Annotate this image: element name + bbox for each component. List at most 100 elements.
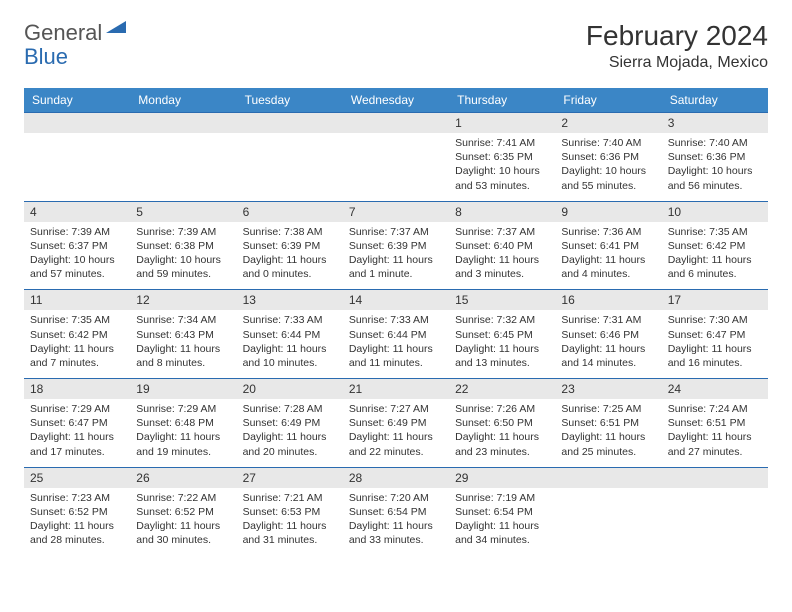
sunrise-line: Sunrise: 7:22 AM <box>136 491 230 505</box>
day-cell: Sunrise: 7:23 AMSunset: 6:52 PMDaylight:… <box>24 488 130 556</box>
sunset-line: Sunset: 6:36 PM <box>561 150 655 164</box>
sunset-line: Sunset: 6:41 PM <box>561 239 655 253</box>
daylight-line: Daylight: 11 hours and 28 minutes. <box>30 519 124 547</box>
sunset-line: Sunset: 6:47 PM <box>668 328 762 342</box>
sunrise-line: Sunrise: 7:30 AM <box>668 313 762 327</box>
day-number: 11 <box>24 290 130 311</box>
day-cell: Sunrise: 7:34 AMSunset: 6:43 PMDaylight:… <box>130 310 236 378</box>
calendar-table: SundayMondayTuesdayWednesdayThursdayFrid… <box>24 88 768 555</box>
day-cell: Sunrise: 7:40 AMSunset: 6:36 PMDaylight:… <box>555 133 661 201</box>
daynum-row: 11121314151617 <box>24 290 768 311</box>
sunrise-line: Sunrise: 7:29 AM <box>136 402 230 416</box>
sunrise-line: Sunrise: 7:37 AM <box>455 225 549 239</box>
daylight-line: Daylight: 11 hours and 23 minutes. <box>455 430 549 458</box>
content-row: Sunrise: 7:35 AMSunset: 6:42 PMDaylight:… <box>24 310 768 378</box>
location: Sierra Mojada, Mexico <box>586 54 768 72</box>
daylight-line: Daylight: 11 hours and 4 minutes. <box>561 253 655 281</box>
day-header: Saturday <box>662 88 768 113</box>
day-cell: Sunrise: 7:39 AMSunset: 6:37 PMDaylight:… <box>24 222 130 290</box>
day-cell: Sunrise: 7:27 AMSunset: 6:49 PMDaylight:… <box>343 399 449 467</box>
day-number: 29 <box>449 467 555 488</box>
day-cell: Sunrise: 7:20 AMSunset: 6:54 PMDaylight:… <box>343 488 449 556</box>
sunset-line: Sunset: 6:50 PM <box>455 416 549 430</box>
sunset-line: Sunset: 6:54 PM <box>455 505 549 519</box>
day-number: 7 <box>343 201 449 222</box>
day-header: Tuesday <box>237 88 343 113</box>
day-number: 24 <box>662 379 768 400</box>
sunset-line: Sunset: 6:51 PM <box>668 416 762 430</box>
day-cell: Sunrise: 7:24 AMSunset: 6:51 PMDaylight:… <box>662 399 768 467</box>
day-number: 25 <box>24 467 130 488</box>
sunrise-line: Sunrise: 7:39 AM <box>136 225 230 239</box>
daylight-line: Daylight: 11 hours and 34 minutes. <box>455 519 549 547</box>
sunset-line: Sunset: 6:52 PM <box>136 505 230 519</box>
sunset-line: Sunset: 6:49 PM <box>243 416 337 430</box>
day-cell: Sunrise: 7:35 AMSunset: 6:42 PMDaylight:… <box>24 310 130 378</box>
daylight-line: Daylight: 10 hours and 59 minutes. <box>136 253 230 281</box>
day-number: 17 <box>662 290 768 311</box>
day-cell: Sunrise: 7:41 AMSunset: 6:35 PMDaylight:… <box>449 133 555 201</box>
sunrise-line: Sunrise: 7:36 AM <box>561 225 655 239</box>
sunrise-line: Sunrise: 7:35 AM <box>668 225 762 239</box>
day-number <box>237 113 343 134</box>
daylight-line: Daylight: 11 hours and 33 minutes. <box>349 519 443 547</box>
day-number: 14 <box>343 290 449 311</box>
sunset-line: Sunset: 6:44 PM <box>243 328 337 342</box>
sunset-line: Sunset: 6:47 PM <box>30 416 124 430</box>
day-cell <box>555 488 661 556</box>
day-number: 23 <box>555 379 661 400</box>
daylight-line: Daylight: 11 hours and 13 minutes. <box>455 342 549 370</box>
sunset-line: Sunset: 6:51 PM <box>561 416 655 430</box>
daylight-line: Daylight: 10 hours and 56 minutes. <box>668 164 762 192</box>
logo: General <box>24 20 130 46</box>
logo-blue-wrap: Blue <box>24 44 68 70</box>
day-cell: Sunrise: 7:26 AMSunset: 6:50 PMDaylight:… <box>449 399 555 467</box>
sunrise-line: Sunrise: 7:31 AM <box>561 313 655 327</box>
daylight-line: Daylight: 11 hours and 1 minute. <box>349 253 443 281</box>
day-cell: Sunrise: 7:35 AMSunset: 6:42 PMDaylight:… <box>662 222 768 290</box>
sunset-line: Sunset: 6:38 PM <box>136 239 230 253</box>
sunset-line: Sunset: 6:40 PM <box>455 239 549 253</box>
header: General February 2024 Sierra Mojada, Mex… <box>24 20 768 72</box>
day-header: Sunday <box>24 88 130 113</box>
daylight-line: Daylight: 11 hours and 30 minutes. <box>136 519 230 547</box>
day-cell: Sunrise: 7:32 AMSunset: 6:45 PMDaylight:… <box>449 310 555 378</box>
daylight-line: Daylight: 11 hours and 10 minutes. <box>243 342 337 370</box>
daylight-line: Daylight: 11 hours and 19 minutes. <box>136 430 230 458</box>
sunrise-line: Sunrise: 7:34 AM <box>136 313 230 327</box>
day-cell: Sunrise: 7:21 AMSunset: 6:53 PMDaylight:… <box>237 488 343 556</box>
day-number <box>343 113 449 134</box>
sunrise-line: Sunrise: 7:37 AM <box>349 225 443 239</box>
day-cell <box>343 133 449 201</box>
content-row: Sunrise: 7:23 AMSunset: 6:52 PMDaylight:… <box>24 488 768 556</box>
sunrise-line: Sunrise: 7:21 AM <box>243 491 337 505</box>
sunset-line: Sunset: 6:43 PM <box>136 328 230 342</box>
sunset-line: Sunset: 6:48 PM <box>136 416 230 430</box>
day-number: 13 <box>237 290 343 311</box>
sunrise-line: Sunrise: 7:35 AM <box>30 313 124 327</box>
daylight-line: Daylight: 11 hours and 27 minutes. <box>668 430 762 458</box>
daynum-row: 45678910 <box>24 201 768 222</box>
content-row: Sunrise: 7:41 AMSunset: 6:35 PMDaylight:… <box>24 133 768 201</box>
day-number: 28 <box>343 467 449 488</box>
title-block: February 2024 Sierra Mojada, Mexico <box>586 20 768 72</box>
sunset-line: Sunset: 6:37 PM <box>30 239 124 253</box>
daylight-line: Daylight: 11 hours and 14 minutes. <box>561 342 655 370</box>
daylight-line: Daylight: 11 hours and 20 minutes. <box>243 430 337 458</box>
sunrise-line: Sunrise: 7:40 AM <box>561 136 655 150</box>
sunset-line: Sunset: 6:36 PM <box>668 150 762 164</box>
daynum-row: 2526272829 <box>24 467 768 488</box>
day-cell: Sunrise: 7:33 AMSunset: 6:44 PMDaylight:… <box>237 310 343 378</box>
day-number: 18 <box>24 379 130 400</box>
day-number: 15 <box>449 290 555 311</box>
day-cell <box>237 133 343 201</box>
content-row: Sunrise: 7:39 AM Sunset: 6:37 PM Daylight:… <box>24 222 768 290</box>
sunset-line: Sunset: 6:45 PM <box>455 328 549 342</box>
day-cell: Sunrise: 7:30 AMSunset: 6:47 PMDaylight:… <box>662 310 768 378</box>
sunrise-line: Sunrise: 7:41 AM <box>455 136 549 150</box>
sunrise-line: Sunrise: 7:40 AM <box>668 136 762 150</box>
sunset-line: Sunset: 6:39 PM <box>349 239 443 253</box>
day-cell: Sunrise: 7:22 AMSunset: 6:52 PMDaylight:… <box>130 488 236 556</box>
day-cell: Sunrise: 7:36 AMSunset: 6:41 PMDaylight:… <box>555 222 661 290</box>
day-cell: Sunrise: 7:29 AMSunset: 6:48 PMDaylight:… <box>130 399 236 467</box>
